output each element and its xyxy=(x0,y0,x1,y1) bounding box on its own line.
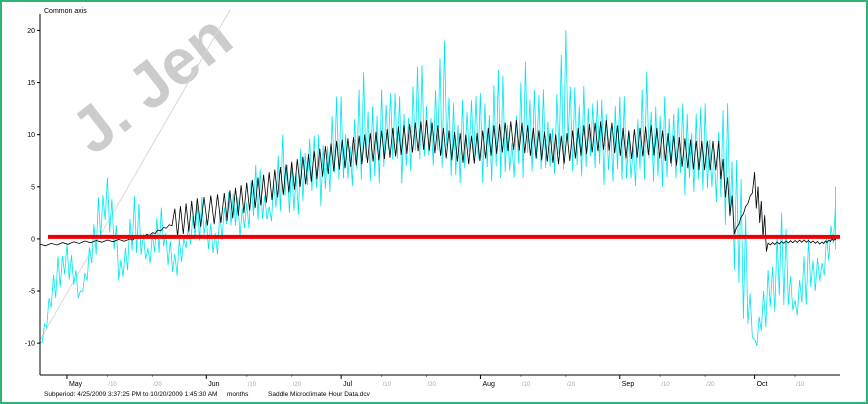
x-day-label-4: /10 xyxy=(383,382,392,388)
x-day-label-1: /20 xyxy=(153,382,162,388)
footer-file: Saddle Microclimate Hour Data.dcv xyxy=(268,391,371,398)
x-day-label-8: /10 xyxy=(661,382,670,388)
x-day-label-2: /10 xyxy=(248,382,257,388)
x-month-label-5: Oct xyxy=(757,381,768,388)
x-day-label-3: /20 xyxy=(293,382,302,388)
x-day-label-5: /20 xyxy=(428,382,437,388)
watermark-text: J. Jen xyxy=(58,0,245,168)
series-black-line xyxy=(39,120,836,252)
x-day-label-7: /20 xyxy=(567,382,576,388)
y-tick-label-4: 0 xyxy=(31,236,35,243)
y-tick-label-3: 5 xyxy=(31,184,35,191)
y-tick-label-0: 20 xyxy=(27,28,35,35)
x-month-label-1: Jun xyxy=(208,381,219,388)
y-axis-title: Common axis xyxy=(44,8,87,15)
x-day-label-9: /20 xyxy=(706,382,715,388)
y-tick-label-2: 10 xyxy=(27,132,35,139)
y-tick-label-1: 15 xyxy=(27,80,35,87)
x-day-label-0: /10 xyxy=(108,382,117,388)
x-day-label-10: /10 xyxy=(796,382,805,388)
series-cyan-line xyxy=(39,30,836,346)
diagonal-line xyxy=(39,9,231,341)
x-month-label-4: Sep xyxy=(622,381,635,388)
x-month-label-2: Jul xyxy=(343,381,352,388)
y-tick-label-5: -5 xyxy=(29,289,35,296)
y-tick-label-6: -10 xyxy=(25,341,35,348)
x-month-label-3: Aug xyxy=(482,381,495,388)
x-month-label-0: May xyxy=(69,381,83,388)
footer-subperiod: Subperiod: 4/25/2009 3:37:25 PM to 10/20… xyxy=(44,391,217,398)
footer-unit: months xyxy=(227,391,249,398)
x-day-label-6: /10 xyxy=(522,382,531,388)
